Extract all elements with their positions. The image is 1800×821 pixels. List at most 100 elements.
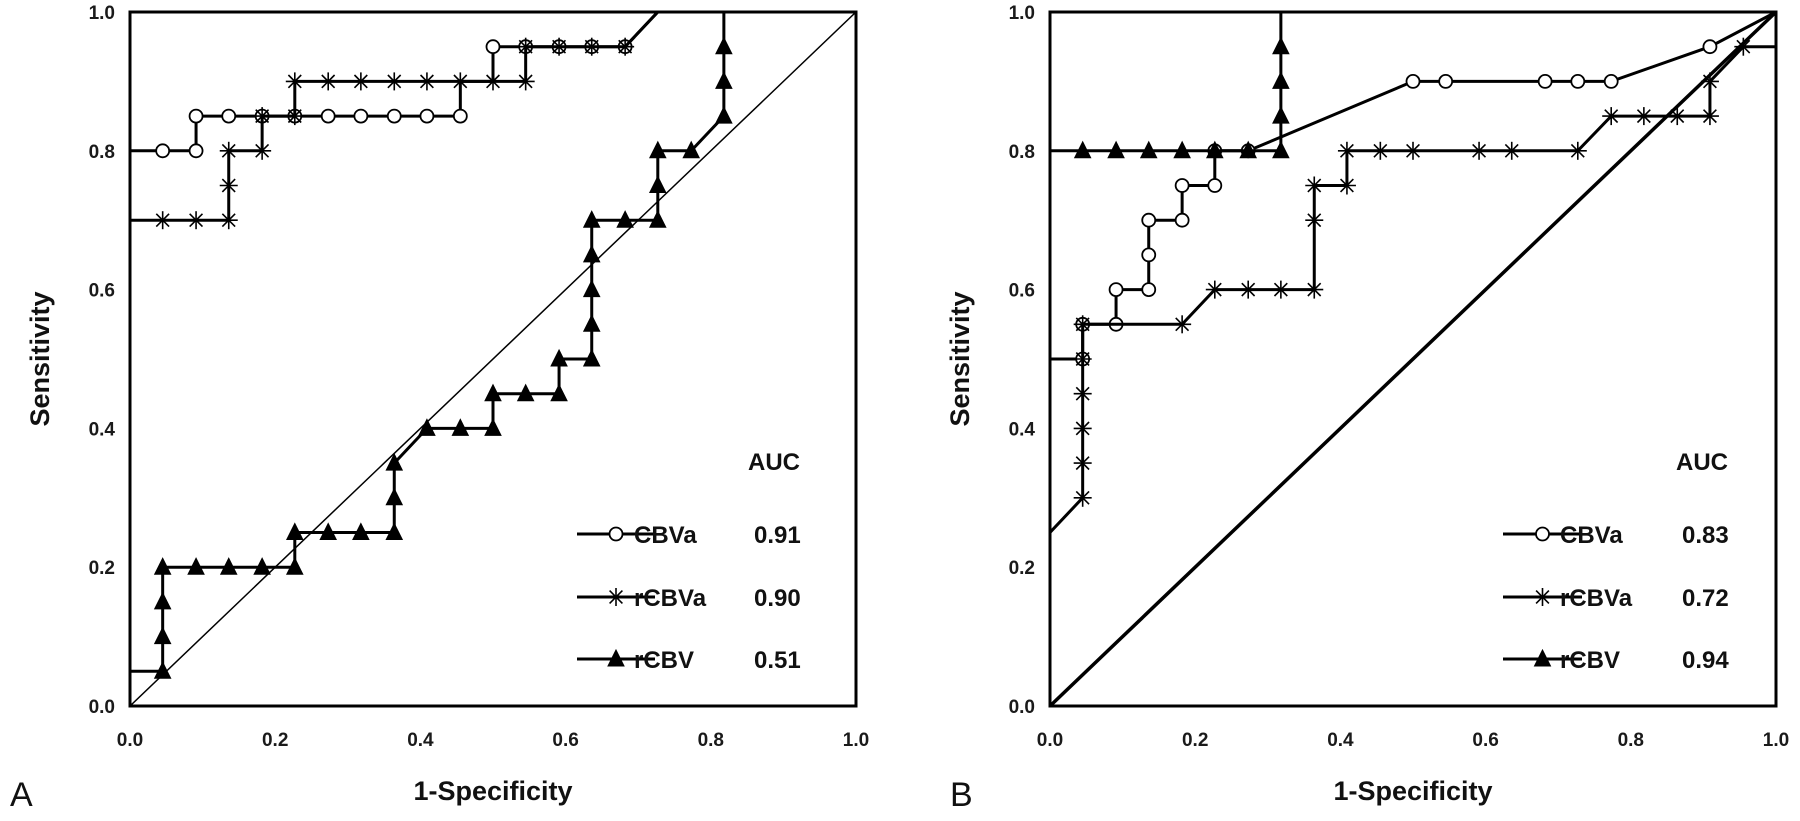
data-point-rcbva-22 xyxy=(1668,107,1687,126)
reference-diagonal-line xyxy=(130,12,856,706)
data-point-rcbv-20 xyxy=(550,348,568,367)
data-point-rcbv-22 xyxy=(582,314,601,332)
data-point-rcbv-6 xyxy=(1272,140,1290,159)
panel-label: A xyxy=(10,776,33,814)
data-point-rcbv-13 xyxy=(385,452,404,471)
data-point-rcbv-8 xyxy=(1272,71,1290,89)
data-point-rcbva-23 xyxy=(1700,107,1719,126)
y-tick-label: 0.4 xyxy=(89,419,116,440)
legend-marker xyxy=(607,588,625,606)
data-point-rcbva-0 xyxy=(153,211,172,230)
y-tick-label: 0.8 xyxy=(89,142,115,163)
data-point-rcbva-2 xyxy=(1073,419,1092,438)
data-point-rcbva-1 xyxy=(187,211,206,230)
data-point-rcbva-1 xyxy=(1073,454,1092,473)
data-point-rcbva-3 xyxy=(219,176,238,195)
data-point-cbva-13 xyxy=(1438,74,1454,89)
data-point-cbva-14 xyxy=(1537,74,1553,89)
data-point-rcbva-15 xyxy=(1371,141,1390,160)
data-point-cbva-3 xyxy=(1108,282,1124,298)
y-tick-label: 0.2 xyxy=(89,558,115,579)
x-tick-label: 1.0 xyxy=(843,730,869,751)
data-point-rcbva-19 xyxy=(616,37,635,56)
data-point-rcbv-15 xyxy=(451,418,470,436)
data-point-rcbv-4 xyxy=(1205,140,1224,159)
data-point-rcbva-12 xyxy=(1305,176,1324,195)
data-point-rcbva-2 xyxy=(219,211,238,230)
data-point-rcbva-11 xyxy=(1305,211,1324,230)
data-point-rcbv-18 xyxy=(516,383,535,402)
data-point-rcbv-9 xyxy=(1272,36,1290,55)
y-tick-label: 0.6 xyxy=(1009,281,1035,302)
data-point-rcbv-31 xyxy=(715,105,733,124)
data-point-rcbva-3 xyxy=(1073,384,1092,403)
data-point-rcbva-9 xyxy=(1271,280,1290,299)
legend: AUC CBVa 0.91 rCBVa 0.90 rCBV 0.51 xyxy=(577,449,801,674)
legend-series-name: CBVa xyxy=(634,522,697,549)
data-point-cbva-10 xyxy=(452,108,468,124)
legend-auc-value: 0.94 xyxy=(1682,647,1729,674)
legend-auc-header: AUC xyxy=(748,449,800,476)
data-point-rcbva-14 xyxy=(1337,141,1356,160)
data-point-rcbv-12 xyxy=(385,487,404,506)
data-point-rcbv-1 xyxy=(1107,140,1125,159)
data-point-rcbva-6 xyxy=(1173,315,1192,334)
y-tick-label: 1.0 xyxy=(1009,3,1035,24)
data-point-rcbv-25 xyxy=(582,210,601,228)
data-point-cbva-9 xyxy=(1207,178,1223,193)
data-point-rcbva-4 xyxy=(1073,350,1092,368)
data-point-rcbv-2 xyxy=(153,591,172,610)
data-point-rcbva-14 xyxy=(484,72,502,91)
data-point-rcbv-24 xyxy=(582,244,601,263)
y-tick-label: 0.0 xyxy=(89,697,115,718)
data-point-rcbv-6 xyxy=(253,557,271,575)
data-point-cbva-5 xyxy=(1141,247,1157,263)
data-point-rcbv-11 xyxy=(385,522,404,540)
legend-series-name: rCBV xyxy=(1560,647,1620,674)
data-point-cbva-7 xyxy=(1174,212,1190,228)
data-point-rcbva-10 xyxy=(351,72,370,91)
data-point-rcbv-26 xyxy=(616,210,634,228)
y-axis-title: Sensitivity xyxy=(25,291,55,426)
data-point-rcbv-9 xyxy=(319,522,338,540)
legend-auc-value: 0.72 xyxy=(1682,585,1729,612)
x-tick-label: 0.2 xyxy=(1182,730,1208,751)
data-point-rcbva-13 xyxy=(451,72,470,91)
legend-auc-value: 0.83 xyxy=(1682,522,1729,549)
data-point-rcbv-8 xyxy=(285,522,304,540)
data-point-rcbv-7 xyxy=(285,557,304,575)
data-point-cbva-7 xyxy=(353,108,369,124)
x-tick-label: 1.0 xyxy=(1763,730,1789,751)
data-point-rcbva-8 xyxy=(285,72,304,91)
series-markers-rcbv xyxy=(1073,36,1290,159)
y-axis-title: Sensitivity xyxy=(945,291,975,426)
y-tick-label: 0.4 xyxy=(1009,419,1036,440)
x-tick-label: 0.6 xyxy=(552,730,578,751)
y-tick-label: 0.0 xyxy=(1009,697,1035,718)
data-point-cbva-3 xyxy=(221,108,237,124)
data-point-rcbv-29 xyxy=(648,140,667,159)
data-point-rcbv-0 xyxy=(1073,140,1092,159)
y-tick-label: 0.2 xyxy=(1009,558,1035,579)
data-point-rcbva-5 xyxy=(1073,315,1092,334)
legend-marker xyxy=(1535,526,1550,542)
data-point-rcbv-16 xyxy=(484,418,502,436)
data-point-cbva-4 xyxy=(1141,282,1157,298)
legend-auc-header: AUC xyxy=(1676,449,1728,476)
data-point-cbva-2 xyxy=(188,108,204,124)
data-point-rcbva-11 xyxy=(385,72,404,91)
legend-series-name: rCBVa xyxy=(1560,585,1633,612)
x-tick-label: 0.0 xyxy=(1037,730,1063,751)
plot-frame xyxy=(1048,10,1778,708)
data-point-rcbv-21 xyxy=(582,348,601,367)
data-point-rcbva-24 xyxy=(1700,72,1719,91)
data-point-rcbva-20 xyxy=(1602,107,1621,126)
x-tick-label: 0.4 xyxy=(1327,730,1354,751)
legend-marker xyxy=(1533,648,1552,667)
x-axis-title: 1-Specificity xyxy=(413,776,572,806)
data-point-rcbva-9 xyxy=(319,72,338,91)
data-point-rcbv-28 xyxy=(648,175,667,193)
x-axis-title: 1-Specificity xyxy=(1333,776,1492,806)
series-line-rcbva xyxy=(1050,45,1776,534)
x-tick-label: 0.6 xyxy=(1472,730,1498,751)
